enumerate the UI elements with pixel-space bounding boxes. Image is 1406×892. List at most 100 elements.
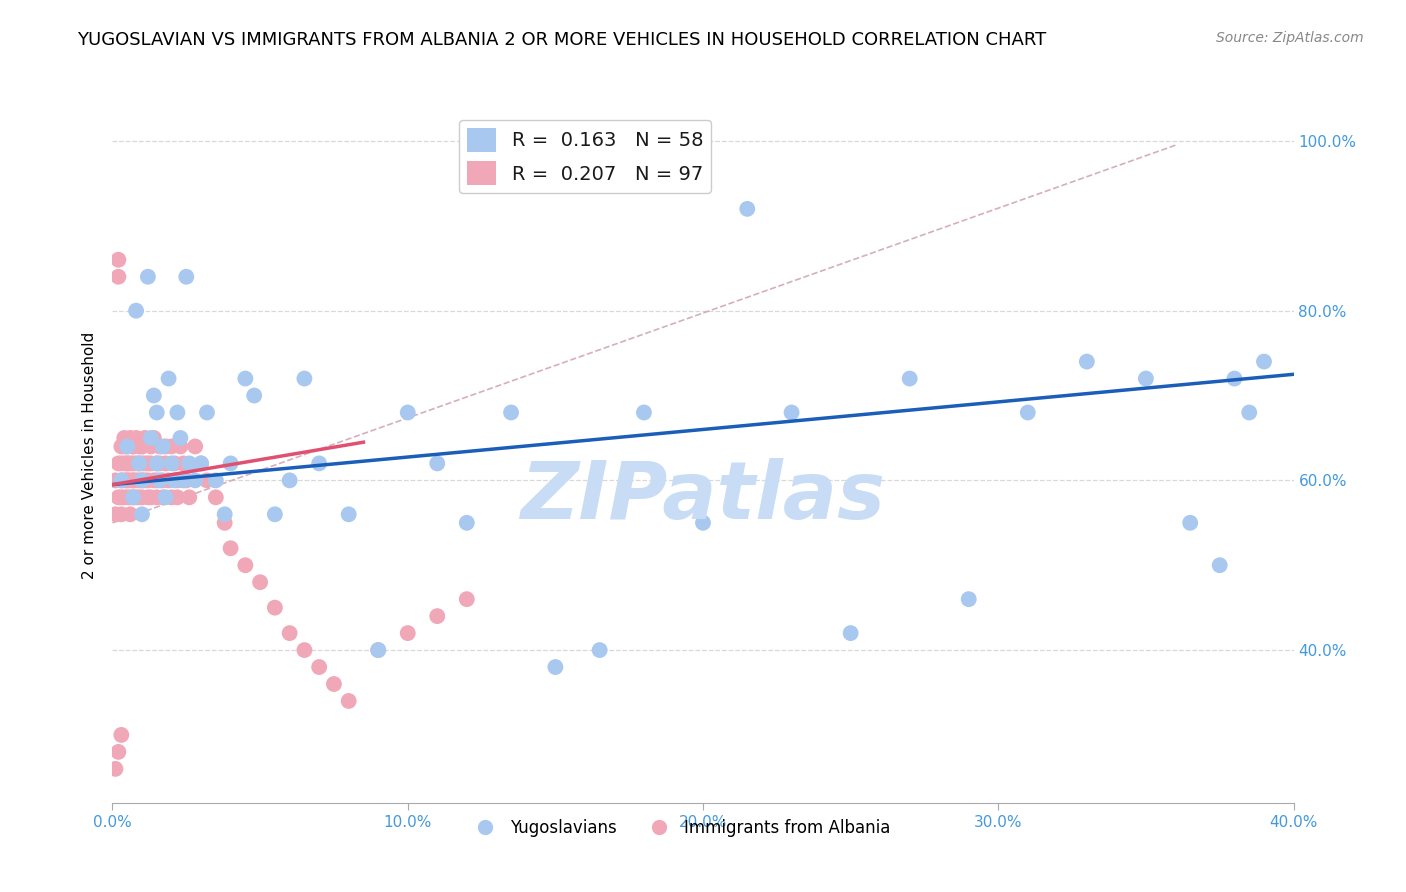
Point	[264, 508, 287, 522]
Point	[149, 439, 172, 453]
Point	[780, 405, 803, 419]
Point	[142, 388, 165, 402]
Point	[110, 474, 132, 488]
Point	[134, 457, 156, 471]
Point	[179, 457, 201, 471]
Point	[125, 474, 148, 488]
Point	[219, 457, 242, 471]
Point	[219, 541, 242, 556]
Point	[214, 516, 236, 530]
Point	[1076, 354, 1098, 368]
Point	[249, 575, 271, 590]
Point	[112, 431, 135, 445]
Point	[122, 474, 145, 488]
Point	[125, 491, 148, 505]
Point	[367, 643, 389, 657]
Point	[205, 491, 228, 505]
Point	[172, 474, 194, 488]
Point	[136, 491, 159, 505]
Point	[110, 457, 132, 471]
Point	[205, 474, 228, 488]
Point	[190, 457, 212, 471]
Point	[152, 491, 174, 505]
Point	[157, 371, 180, 385]
Point	[160, 439, 183, 453]
Point	[125, 457, 148, 471]
Point	[131, 491, 153, 505]
Text: Source: ZipAtlas.com: Source: ZipAtlas.com	[1216, 31, 1364, 45]
Point	[456, 592, 478, 607]
Point	[292, 643, 315, 657]
Point	[337, 694, 360, 708]
Point	[169, 439, 191, 453]
Point	[139, 431, 162, 445]
Point	[149, 457, 172, 471]
Text: YUGOSLAVIAN VS IMMIGRANTS FROM ALBANIA 2 OR MORE VEHICLES IN HOUSEHOLD CORRELATI: YUGOSLAVIAN VS IMMIGRANTS FROM ALBANIA 2…	[77, 31, 1046, 49]
Point	[128, 491, 150, 505]
Point	[104, 508, 127, 522]
Point	[337, 508, 360, 522]
Point	[190, 457, 212, 471]
Point	[163, 457, 186, 471]
Point	[139, 457, 162, 471]
Point	[120, 508, 142, 522]
Point	[957, 592, 980, 607]
Point	[633, 405, 655, 419]
Point	[1253, 354, 1275, 368]
Point	[152, 439, 174, 453]
Point	[737, 202, 759, 216]
Point	[128, 474, 150, 488]
Point	[426, 457, 449, 471]
Point	[107, 269, 129, 284]
Point	[122, 439, 145, 453]
Point	[149, 474, 172, 488]
Point	[117, 457, 138, 471]
Point	[117, 474, 138, 488]
Point	[169, 431, 191, 445]
Point	[120, 491, 142, 505]
Point	[112, 491, 135, 505]
Point	[839, 626, 862, 640]
Point	[160, 457, 183, 471]
Point	[131, 439, 153, 453]
Point	[107, 457, 129, 471]
Point	[308, 457, 330, 471]
Point	[146, 457, 169, 471]
Point	[142, 431, 165, 445]
Point	[136, 269, 159, 284]
Point	[146, 457, 169, 471]
Point	[107, 491, 129, 505]
Point	[104, 762, 127, 776]
Point	[174, 269, 197, 284]
Point	[1208, 558, 1232, 573]
Point	[146, 474, 169, 488]
Point	[122, 474, 145, 488]
Point	[117, 439, 138, 453]
Point	[898, 371, 921, 385]
Point	[131, 474, 153, 488]
Point	[107, 252, 129, 267]
Point	[367, 643, 389, 657]
Point	[139, 439, 162, 453]
Point	[166, 405, 188, 419]
Point	[131, 457, 153, 471]
Point	[214, 508, 236, 522]
Point	[136, 474, 159, 488]
Point	[139, 491, 162, 505]
Point	[184, 474, 207, 488]
Point	[128, 457, 150, 471]
Point	[128, 439, 150, 453]
Point	[174, 474, 197, 488]
Point	[117, 457, 138, 471]
Point	[112, 457, 135, 471]
Point	[233, 371, 256, 385]
Point	[160, 491, 183, 505]
Point	[117, 439, 138, 453]
Point	[131, 439, 153, 453]
Point	[396, 405, 419, 419]
Point	[110, 439, 132, 453]
Point	[104, 474, 127, 488]
Point	[157, 474, 180, 488]
Legend: Yugoslavians, Immigrants from Albania: Yugoslavians, Immigrants from Albania	[463, 812, 897, 843]
Point	[155, 439, 177, 453]
